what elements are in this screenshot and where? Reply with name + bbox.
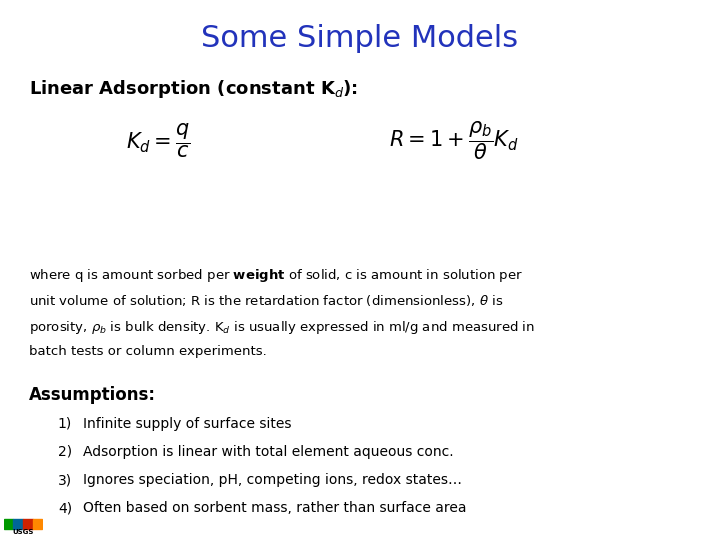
Bar bbox=[14, 518, 22, 529]
Text: where q is amount sorbed per $\mathbf{weight}$ of solid, c is amount in solution: where q is amount sorbed per $\mathbf{we… bbox=[29, 267, 523, 284]
Bar bbox=[4, 518, 13, 529]
Text: Adsorption is linear with total element aqueous conc.: Adsorption is linear with total element … bbox=[83, 445, 454, 459]
Text: 3): 3) bbox=[58, 473, 72, 487]
Text: batch tests or column experiments.: batch tests or column experiments. bbox=[29, 345, 266, 358]
Text: Infinite supply of surface sites: Infinite supply of surface sites bbox=[83, 417, 292, 431]
Text: 2): 2) bbox=[58, 445, 72, 459]
Text: Linear Adsorption (constant K$_d$):: Linear Adsorption (constant K$_d$): bbox=[29, 78, 358, 100]
Text: USGS: USGS bbox=[13, 529, 34, 535]
Text: Often based on sorbent mass, rather than surface area: Often based on sorbent mass, rather than… bbox=[83, 501, 467, 515]
Text: 4): 4) bbox=[58, 501, 72, 515]
Text: porosity, $\rho_b$ is bulk density. K$_d$ is usually expressed in ml/g and measu: porosity, $\rho_b$ is bulk density. K$_d… bbox=[29, 319, 535, 336]
Text: Assumptions:: Assumptions: bbox=[29, 386, 156, 404]
Text: $K_d = \dfrac{q}{c}$: $K_d = \dfrac{q}{c}$ bbox=[126, 121, 191, 160]
Text: $R = 1 + \dfrac{\rho_b}{\theta} K_d$: $R = 1 + \dfrac{\rho_b}{\theta} K_d$ bbox=[389, 119, 518, 161]
Text: Ignores speciation, pH, competing ions, redox states…: Ignores speciation, pH, competing ions, … bbox=[83, 473, 462, 487]
Text: 1): 1) bbox=[58, 417, 72, 431]
Text: unit volume of solution; R is the retardation factor (dimensionless), $\theta$ i: unit volume of solution; R is the retard… bbox=[29, 293, 503, 308]
Text: Some Simple Models: Some Simple Models bbox=[202, 24, 518, 53]
Bar bbox=[33, 518, 42, 529]
Bar bbox=[23, 518, 32, 529]
